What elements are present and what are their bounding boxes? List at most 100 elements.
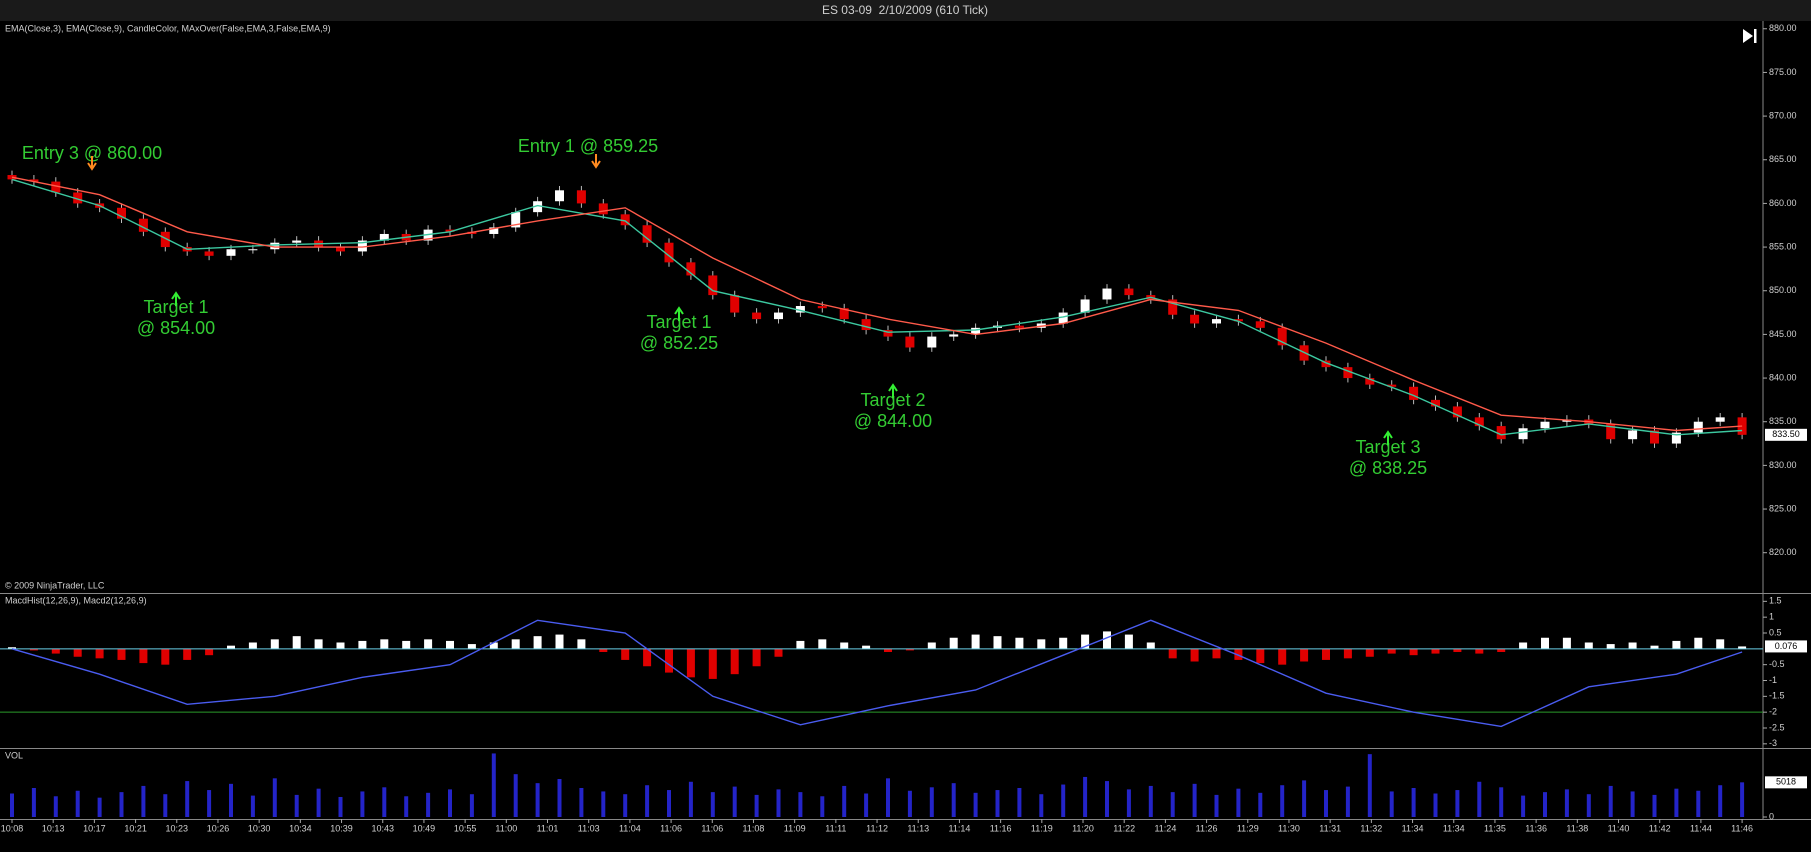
current-value-box (1765, 428, 1807, 441)
y-tick-label: 825.00 (1769, 503, 1797, 513)
y-tick-label: -1 (1769, 675, 1777, 685)
volume-bar (229, 783, 233, 817)
volume-bar (97, 797, 102, 817)
y-tick-label: 845.00 (1769, 329, 1797, 339)
volume-bar (513, 774, 518, 817)
y-tick-label: 880.00 (1769, 23, 1797, 33)
histogram-bar (1322, 648, 1330, 660)
histogram-bar (29, 648, 38, 651)
volume-bar (250, 795, 255, 817)
current-value-label: 833.50 (1772, 429, 1800, 439)
candle-body (664, 242, 674, 263)
histogram-bar (1650, 645, 1659, 649)
candle-body (270, 242, 280, 250)
candle-body (511, 212, 521, 228)
histogram-bar (446, 640, 454, 649)
candle-body (73, 192, 83, 204)
histogram-bar (314, 639, 323, 649)
annotation-arrow (171, 291, 181, 306)
volume-bar (601, 791, 606, 817)
volume-bar (864, 793, 869, 817)
volume-bar (842, 785, 847, 817)
volume-bar (535, 783, 540, 817)
histogram-bar (621, 648, 630, 660)
candle-body (971, 327, 981, 335)
x-tick-label: 10:17 (83, 823, 106, 833)
volume-bar (1367, 754, 1372, 817)
y-tick-label: -3 (1769, 738, 1777, 748)
candle-body (1014, 325, 1024, 328)
histogram-bar (1694, 637, 1703, 649)
histogram-bar (1059, 637, 1068, 649)
candle-body (1628, 430, 1638, 440)
candle-body (51, 181, 61, 193)
y-tick-label: 865.00 (1769, 154, 1797, 164)
histogram-bar (1168, 648, 1177, 659)
volume-bar (995, 790, 1000, 817)
candle-body (1474, 417, 1484, 427)
volume-bar (557, 779, 562, 817)
volume-bar (1302, 780, 1307, 817)
candle-body (1409, 386, 1419, 400)
candle-body (1387, 384, 1397, 387)
histogram-bar (358, 640, 367, 649)
x-tick-label: 11:08 (743, 823, 765, 833)
y-tick-label: -1.5 (1769, 691, 1785, 701)
play-icon[interactable] (1743, 29, 1753, 43)
candle-body (927, 336, 937, 348)
x-tick-label: 11:24 (1154, 823, 1176, 833)
y-tick-label: 1 (1769, 612, 1774, 622)
candle-body (1058, 312, 1068, 324)
annotation: @ 852.25 (640, 333, 718, 353)
candle-body (533, 201, 543, 213)
histogram-bar (1256, 648, 1265, 664)
go-to-end-button[interactable] (1743, 29, 1757, 43)
volume-bar (1477, 781, 1482, 817)
x-tick-label: 10:21 (124, 823, 147, 833)
volume-bar (294, 794, 299, 817)
volume-bar (1543, 792, 1547, 817)
x-tick-label: 11:12 (866, 823, 888, 833)
x-tick-label: 11:46 (1731, 823, 1753, 833)
annotation-arrow (1383, 430, 1393, 445)
histogram-bar (1146, 642, 1155, 649)
candle-body (1715, 417, 1725, 422)
x-tick-label: 11:00 (495, 823, 517, 833)
x-tick-label: 11:04 (619, 823, 641, 833)
x-tick-label: 11:20 (1072, 823, 1094, 833)
volume-bar (207, 790, 212, 817)
annotation-arrow (87, 156, 97, 171)
candle-body (1277, 327, 1287, 346)
volume-bar (382, 787, 387, 817)
volume-bar (1192, 783, 1197, 817)
end-icon[interactable] (1754, 29, 1757, 43)
volume-bar (688, 781, 693, 817)
volume-bar (579, 787, 584, 817)
current-value-box (1765, 776, 1807, 789)
candle-body (1452, 406, 1462, 418)
histogram-bar (577, 639, 586, 649)
annotation-arrow (674, 306, 684, 321)
histogram-bar (927, 642, 936, 649)
y-tick-label: 855.00 (1769, 241, 1797, 251)
y-tick-label: 830.00 (1769, 460, 1797, 470)
candle-body (445, 229, 455, 232)
y-tick-label: 860.00 (1769, 198, 1797, 208)
histogram-bar (270, 639, 279, 649)
candle-body (117, 207, 126, 219)
x-tick-label: 11:44 (1690, 823, 1712, 833)
volume-bar (973, 792, 978, 817)
x-tick-label: 11:36 (1525, 823, 1547, 833)
x-tick-label: 10:39 (330, 823, 353, 833)
histogram-bar (183, 648, 192, 660)
histogram-bar (1300, 648, 1309, 662)
copyright: © 2009 NinjaTrader, LLC (5, 580, 105, 590)
candle-body (1124, 288, 1134, 296)
histogram-bar (1234, 648, 1243, 660)
volume-bar (10, 793, 14, 817)
candle-body (292, 240, 302, 243)
volume-bar (623, 794, 628, 817)
candle-body (357, 240, 367, 252)
candle-body (1190, 314, 1200, 324)
